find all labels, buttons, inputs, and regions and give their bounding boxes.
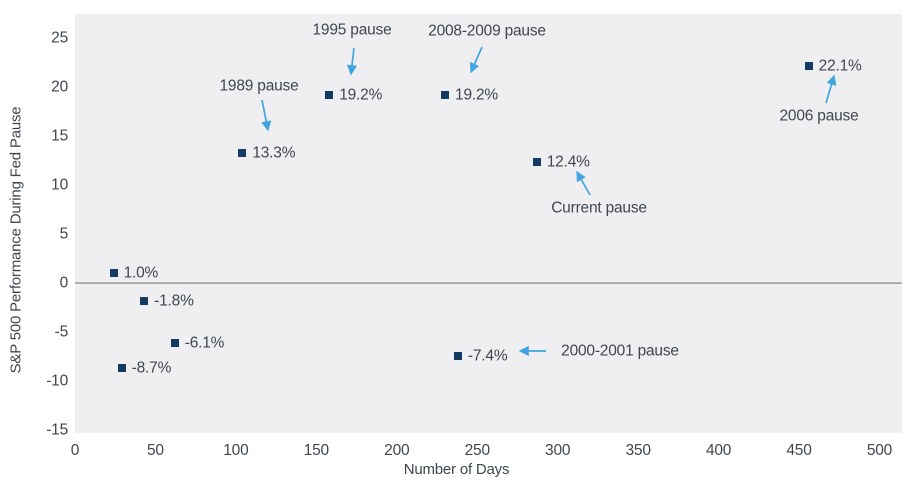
data-point-marker bbox=[804, 62, 813, 71]
x-tick-label: 300 bbox=[545, 442, 571, 459]
data-point-label: 13.3% bbox=[252, 143, 296, 161]
x-tick-label: 500 bbox=[866, 442, 893, 459]
data-point-marker bbox=[532, 157, 541, 166]
data-point-label: 19.2% bbox=[339, 86, 383, 104]
x-tick-label: 250 bbox=[464, 442, 490, 459]
data-point-marker bbox=[140, 296, 149, 305]
y-tick-label: 0 bbox=[59, 274, 69, 292]
x-tick-label: 50 bbox=[147, 442, 164, 459]
data-point-marker bbox=[117, 364, 126, 373]
data-point-label: -1.8% bbox=[154, 291, 194, 309]
annotation-label: 1989 pause bbox=[219, 77, 299, 95]
annotation-label: 2000-2001 pause bbox=[561, 342, 679, 360]
y-tick-label: 10 bbox=[51, 176, 68, 194]
data-point-label: -7.4% bbox=[467, 346, 508, 364]
data-point-label: 22.1% bbox=[818, 57, 862, 75]
x-axis-title: Number of Days bbox=[403, 461, 510, 478]
y-tick-label: 20 bbox=[51, 78, 68, 96]
data-point-marker bbox=[441, 90, 450, 99]
annotation-label: 1995 pause bbox=[312, 21, 392, 39]
annotation-label: Current pause bbox=[551, 199, 647, 217]
annotation-label: 2008-2009 pause bbox=[428, 22, 546, 40]
data-point-label: -6.1% bbox=[184, 334, 225, 352]
y-tick-label: -5 bbox=[54, 323, 69, 341]
x-tick-label: 450 bbox=[786, 442, 812, 459]
annotation-label: 2006 pause bbox=[779, 107, 859, 125]
y-tick-label: 15 bbox=[51, 127, 68, 145]
y-tick-label: -15 bbox=[46, 421, 68, 439]
data-point-label: 1.0% bbox=[123, 264, 159, 282]
data-point-marker bbox=[325, 90, 334, 99]
x-tick-label: 200 bbox=[384, 442, 410, 459]
y-axis-title: S&P 500 Performance During Fed Pause bbox=[7, 106, 25, 374]
data-point-marker bbox=[170, 338, 179, 347]
data-point-label: 19.2% bbox=[455, 86, 498, 104]
y-tick-label: -10 bbox=[46, 372, 68, 390]
x-tick-label: 0 bbox=[70, 442, 80, 459]
y-tick-label: 5 bbox=[59, 225, 69, 243]
data-point-marker bbox=[109, 269, 118, 278]
x-tick-label: 150 bbox=[303, 442, 329, 459]
x-tick-label: 350 bbox=[625, 442, 651, 459]
y-tick-label: 25 bbox=[51, 29, 68, 47]
x-tick-label: 100 bbox=[223, 442, 249, 459]
data-point-marker bbox=[238, 148, 247, 157]
data-point-label: -8.7% bbox=[131, 359, 172, 377]
x-tick-label: 400 bbox=[705, 442, 732, 459]
data-point-label: 12.4% bbox=[546, 152, 590, 170]
data-point-marker bbox=[453, 351, 462, 360]
plot-area bbox=[75, 14, 902, 433]
